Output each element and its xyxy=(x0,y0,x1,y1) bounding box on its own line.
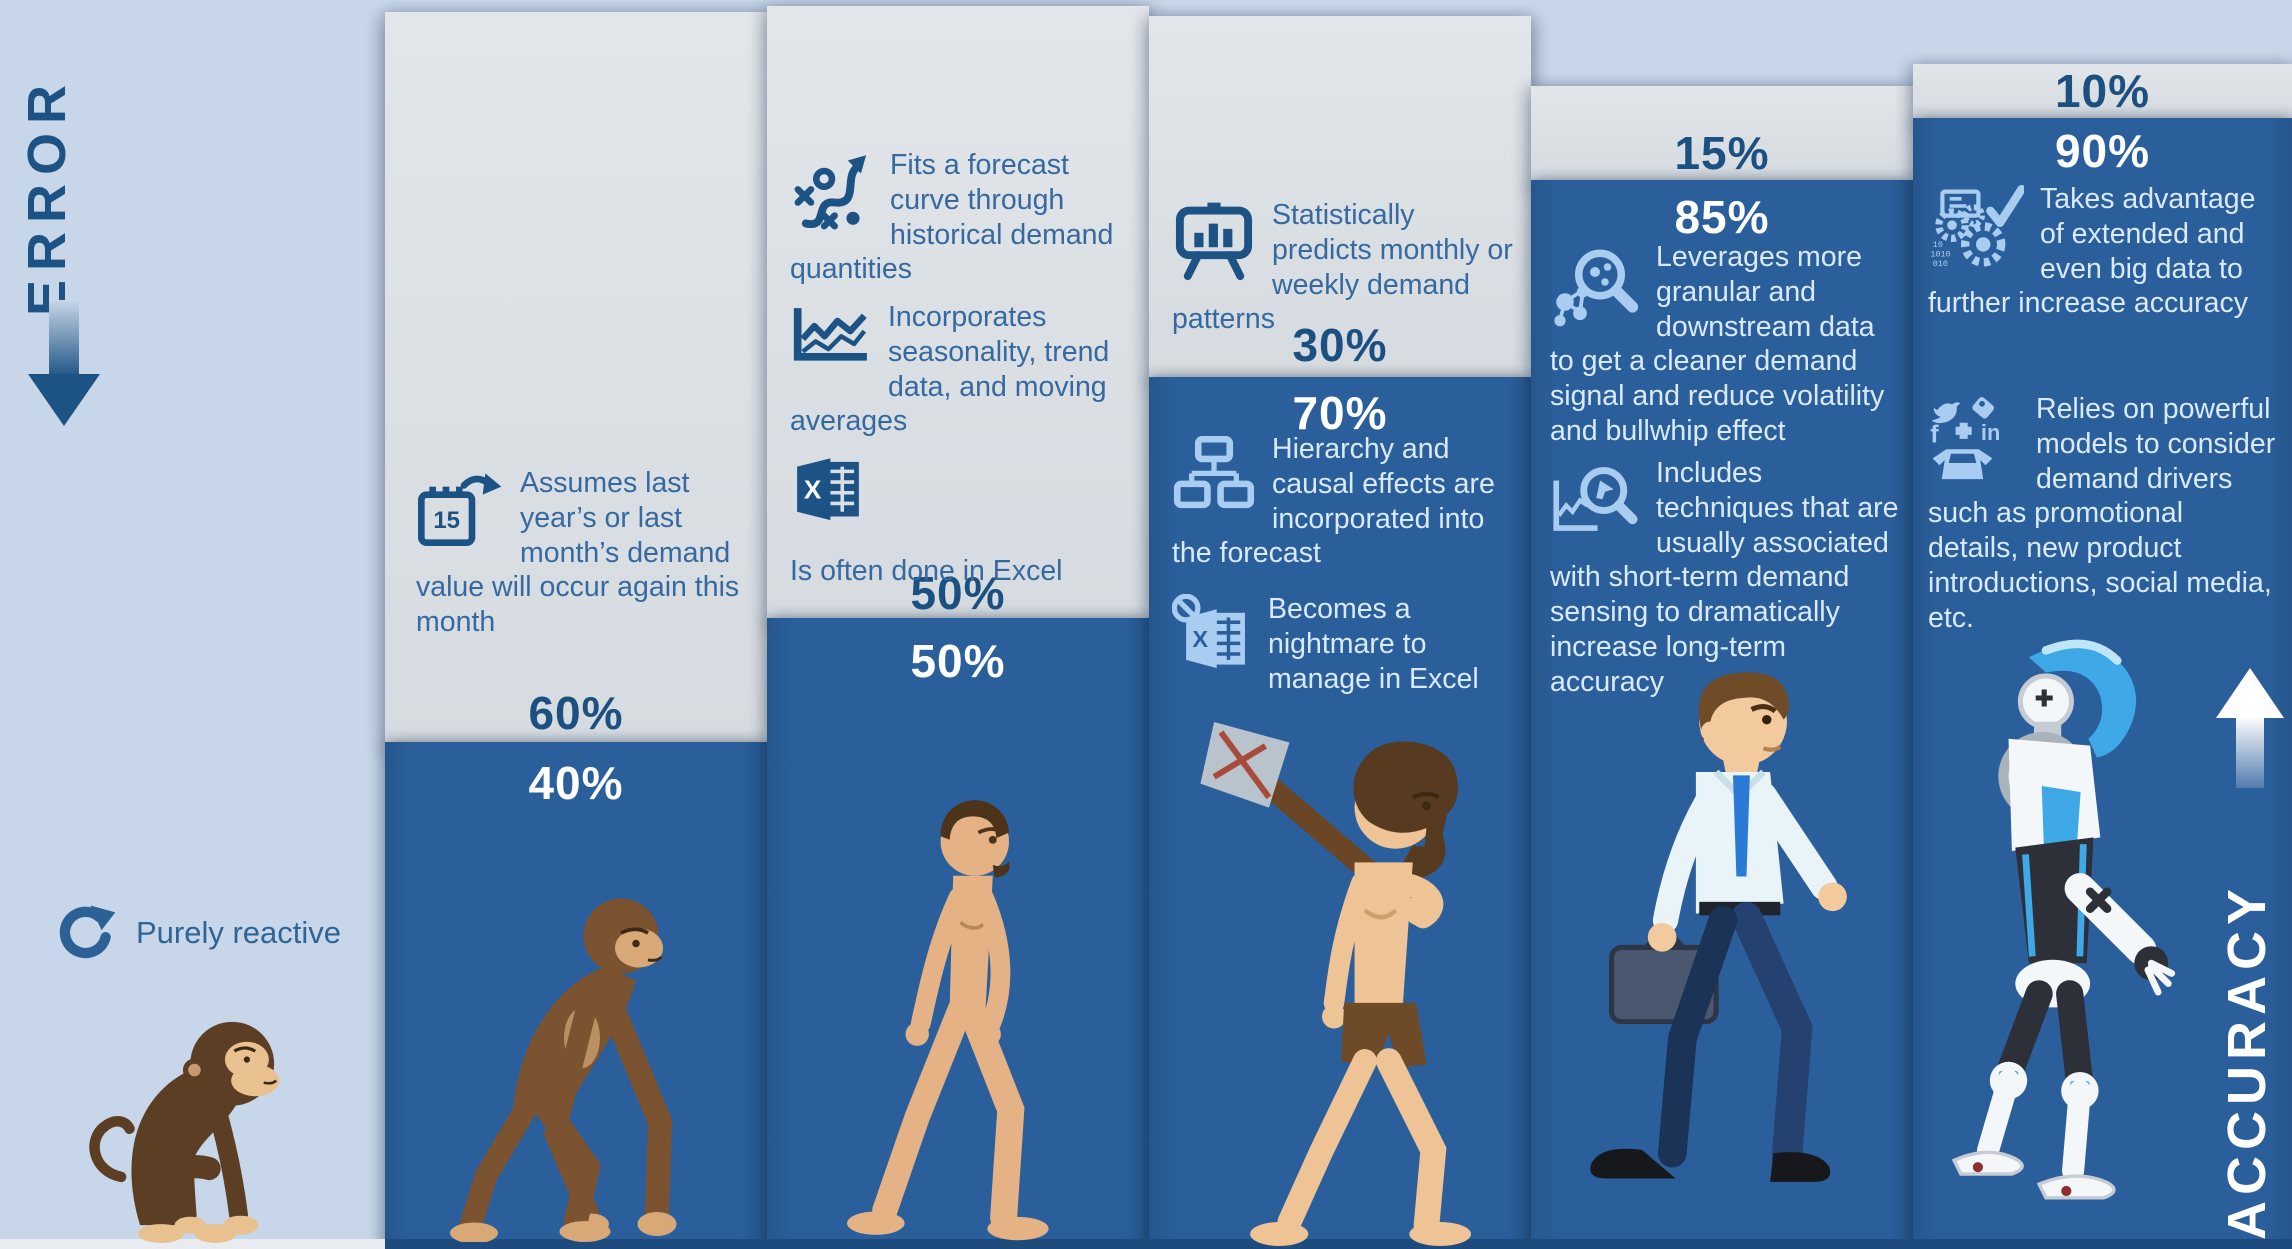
bullet-text: Assumes last year’s or last month’s dema… xyxy=(416,467,740,639)
early-human-figure xyxy=(802,792,1090,1244)
stage4-bullet-sensing: Includes techniques that are usually ass… xyxy=(1550,456,1902,699)
presentation-chart-icon xyxy=(1172,200,1256,284)
stage3-error-pct: 30% xyxy=(1292,319,1388,371)
stage3-accuracy-pct: 70% xyxy=(1292,387,1388,439)
stage1-bullet-naive: 15 Assumes last year’s or last month’s d… xyxy=(416,466,752,640)
bullet-text: Incorporates seasonality, trend data, an… xyxy=(790,301,1110,438)
bottom-strip-left xyxy=(0,1239,385,1249)
businessman-figure xyxy=(1554,664,1858,1246)
svg-text:in: in xyxy=(1981,420,2000,445)
stage2-bullet-seasonality: Incorporates seasonality, trend data, an… xyxy=(790,300,1142,439)
accuracy-axis-label: ACCURACY xyxy=(2217,883,2277,1240)
bullet-text: Includes techniques that are usually ass… xyxy=(1550,457,1899,698)
strategy-icon xyxy=(790,150,874,234)
bullet-text: Leverages more granular and downstream d… xyxy=(1550,241,1885,447)
stage3-bullet-excel-nightmare: X Becomes a nightmare to manage in Excel xyxy=(1172,592,1524,696)
svg-text:X: X xyxy=(804,475,822,505)
svg-text:10: 10 xyxy=(1933,240,1943,250)
bullet-text: Hierarchy and causal effects are incorpo… xyxy=(1172,433,1495,570)
stage2-error-pct: 50% xyxy=(910,567,1006,619)
accuracy-up-arrow-icon xyxy=(2210,668,2290,790)
stage5-bullet-bigdata: 10 1010 010 Takes advantage of extended … xyxy=(1928,182,2280,321)
demand-sensing-icon xyxy=(1550,458,1640,548)
bullet-text: Fits a forecast curve through historical… xyxy=(790,149,1114,286)
stage5-accuracy-pct: 90% xyxy=(2054,125,2151,177)
svg-text:1010: 1010 xyxy=(1930,249,1950,259)
bullet-text: Takes advantage of extended and even big… xyxy=(1928,183,2256,320)
stage4-accuracy-pct: 85% xyxy=(1674,191,1770,243)
ape-figure xyxy=(408,882,708,1242)
stage5-bullet-models: f in Relies on powerful models to consid… xyxy=(1928,392,2280,635)
bullet-text: Statistically predicts monthly or weekly… xyxy=(1172,199,1513,336)
stage1-accuracy-pct: 40% xyxy=(528,757,624,809)
error-axis-label: ERROR xyxy=(17,75,77,316)
calendar-repeat-icon: 15 xyxy=(416,468,504,556)
social-models-icon: f in xyxy=(1928,394,2020,486)
stage3-bullet-hierarchy: Hierarchy and causal effects are incorpo… xyxy=(1172,432,1520,571)
caveman-figure xyxy=(1162,698,1506,1246)
error-down-arrow-icon xyxy=(22,300,106,430)
stage5-error-pct: 10% xyxy=(2054,65,2151,117)
stage3-bullet-statistical: Statistically predicts monthly or weekly… xyxy=(1172,198,1520,337)
bullet-text: Becomes a nightmare to manage in Excel xyxy=(1268,593,1479,695)
bullet-text: Relies on powerful models to consider de… xyxy=(1928,393,2276,634)
bullet-text: Is often done in Excel xyxy=(790,555,1063,587)
stage4-error-pct: 15% xyxy=(1674,127,1770,179)
bottom-strip-right xyxy=(385,1239,2292,1249)
stage2-accuracy-pct: 50% xyxy=(910,635,1006,687)
baseline-label: Purely reactive xyxy=(136,915,342,950)
monkey-figure xyxy=(78,982,290,1244)
stage2-bullet-curvefit: Fits a forecast curve through historical… xyxy=(790,148,1138,287)
svg-text:010: 010 xyxy=(1933,259,1948,269)
granular-data-icon xyxy=(1550,242,1640,332)
excel-icon: X xyxy=(790,450,866,526)
stage3-error-panel xyxy=(1149,16,1531,377)
refresh-icon xyxy=(52,900,118,966)
stage1-error-panel xyxy=(385,12,767,742)
line-chart-icon xyxy=(790,302,872,368)
svg-text:f: f xyxy=(1930,420,1939,448)
hierarchy-icon xyxy=(1172,434,1256,518)
stage1-error-pct: 60% xyxy=(528,687,624,739)
robot-figure xyxy=(1940,630,2196,1242)
stage2-bullet-excel: X Is often done in Excel xyxy=(790,448,1142,589)
svg-text:X: X xyxy=(1192,626,1208,652)
stage5-error-panel xyxy=(1913,64,2292,118)
baseline-callout: Purely reactive xyxy=(52,900,392,966)
excel-ban-icon: X xyxy=(1172,594,1252,674)
big-data-icon: 10 1010 010 xyxy=(1928,184,2024,276)
svg-text:15: 15 xyxy=(433,507,460,534)
stage4-error-panel xyxy=(1531,86,1913,180)
stage4-bullet-granular: Leverages more granular and downstream d… xyxy=(1550,240,1902,449)
